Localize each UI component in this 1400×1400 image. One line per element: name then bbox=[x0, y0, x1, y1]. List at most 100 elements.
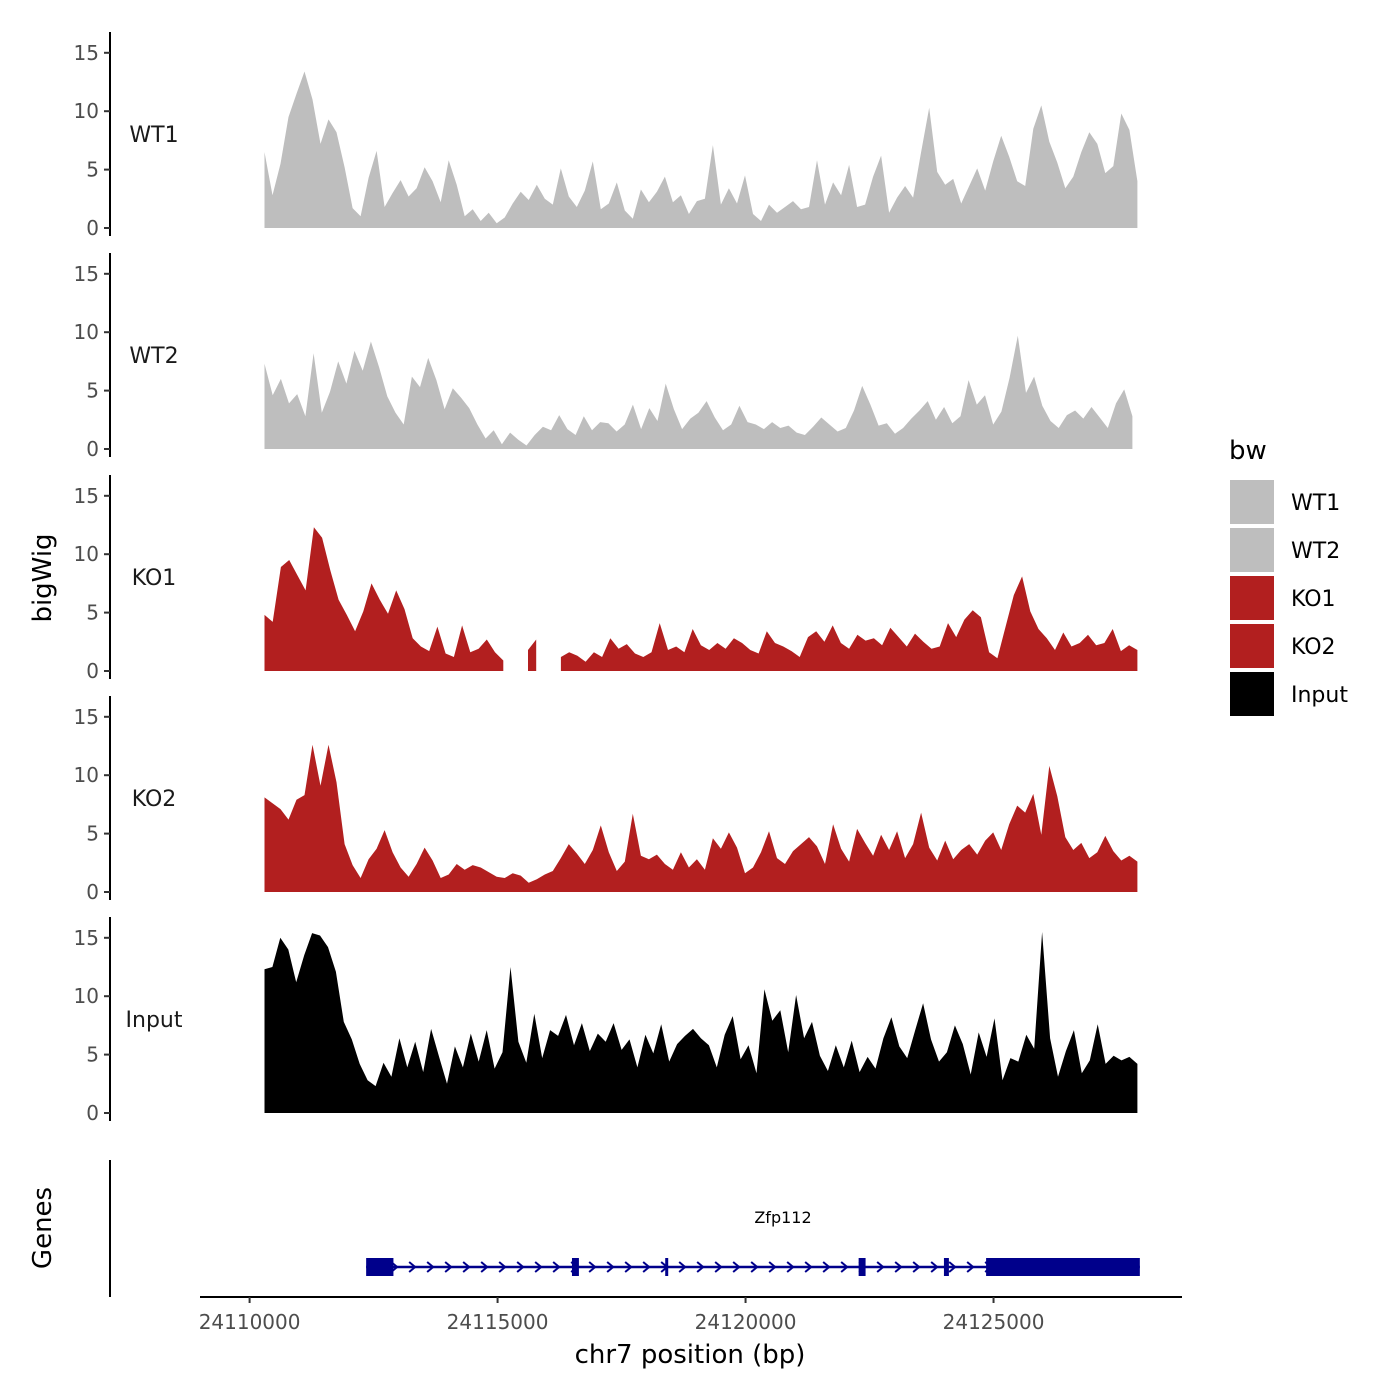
strand-chevron bbox=[804, 1261, 813, 1273]
track-KO1: 0 5 10 15 KO1 bbox=[74, 475, 1138, 683]
y-tick-label: 5 bbox=[86, 601, 99, 625]
y-tick-label: 0 bbox=[86, 659, 99, 683]
strand-chevron bbox=[930, 1261, 939, 1273]
legend-label: KO1 bbox=[1291, 587, 1336, 612]
legend-label: KO2 bbox=[1291, 635, 1336, 660]
area-KO1 bbox=[528, 639, 537, 671]
area-KO1 bbox=[264, 527, 504, 671]
strand-chevron bbox=[516, 1261, 525, 1273]
legend-item-Input: Input bbox=[1230, 672, 1348, 716]
area-WT1 bbox=[264, 71, 1138, 228]
legend-swatch bbox=[1230, 624, 1274, 668]
legend-item-WT1: WT1 bbox=[1230, 480, 1340, 524]
x-axis-title: chr7 position (bp) bbox=[575, 1340, 806, 1370]
track-Input: 0 5 10 15 Input bbox=[74, 917, 1138, 1125]
strand-chevron bbox=[840, 1261, 849, 1273]
genes-axis-title: Genes bbox=[28, 1187, 58, 1269]
y-tick-label: 0 bbox=[86, 1101, 99, 1125]
strand-chevron bbox=[714, 1261, 723, 1273]
x-tick-label: 24120000 bbox=[695, 1310, 797, 1334]
legend-swatch bbox=[1230, 480, 1274, 524]
strand-chevron bbox=[408, 1261, 417, 1273]
y-tick-label: 15 bbox=[74, 41, 99, 65]
legend-title: bw bbox=[1229, 436, 1267, 466]
strand-chevron bbox=[462, 1261, 471, 1273]
y-tick-label: 0 bbox=[86, 216, 99, 240]
gene-exon bbox=[366, 1258, 394, 1276]
legend-label: Input bbox=[1291, 683, 1348, 708]
strand-chevron bbox=[678, 1261, 687, 1273]
track-label: KO1 bbox=[132, 566, 177, 591]
track-label: KO2 bbox=[132, 787, 177, 812]
strand-chevron bbox=[894, 1261, 903, 1273]
strand-chevron bbox=[444, 1261, 453, 1273]
strand-chevron bbox=[912, 1261, 921, 1273]
y-tick-label: 10 bbox=[74, 320, 99, 344]
legend-swatch bbox=[1230, 576, 1274, 620]
strand-chevron bbox=[948, 1261, 957, 1273]
y-tick-label: 5 bbox=[86, 158, 99, 182]
y-tick-label: 15 bbox=[74, 926, 99, 950]
legend-item-KO2: KO2 bbox=[1230, 624, 1336, 668]
y-tick-label: 5 bbox=[86, 379, 99, 403]
strand-chevron bbox=[480, 1261, 489, 1273]
legend-swatch bbox=[1230, 672, 1274, 716]
y-tick-label: 5 bbox=[86, 822, 99, 846]
genes-panel: Genes Zfp112 bbox=[28, 1160, 1140, 1297]
gene-exon bbox=[943, 1258, 949, 1276]
gene-layer: Zfp112 bbox=[366, 1208, 1140, 1276]
strand-chevron bbox=[534, 1261, 543, 1273]
strand-chevron bbox=[696, 1261, 705, 1273]
strand-chevron bbox=[822, 1261, 831, 1273]
y-tick-label: 5 bbox=[86, 1043, 99, 1067]
legend-swatch bbox=[1230, 528, 1274, 572]
strand-chevron bbox=[606, 1261, 615, 1273]
strand-chevron bbox=[588, 1261, 597, 1273]
x-tick-label: 24125000 bbox=[943, 1310, 1045, 1334]
gene-exon bbox=[571, 1258, 579, 1276]
legend-item-KO1: KO1 bbox=[1230, 576, 1336, 620]
y-tick-label: 10 bbox=[74, 99, 99, 123]
y-tick-label: 10 bbox=[74, 542, 99, 566]
gene-exon bbox=[665, 1258, 669, 1276]
gene-Zfp112: Zfp112 bbox=[366, 1208, 1140, 1276]
legend-item-WT2: WT2 bbox=[1230, 528, 1340, 572]
track-WT1: 0 5 10 15 WT1 bbox=[74, 32, 1138, 240]
strand-chevron bbox=[750, 1261, 759, 1273]
strand-chevron bbox=[768, 1261, 777, 1273]
strand-chevron bbox=[966, 1261, 975, 1273]
strand-chevron bbox=[876, 1261, 885, 1273]
strand-chevron bbox=[642, 1261, 651, 1273]
tracks-layer: 0 5 10 15 WT1 0 5 10 15 WT2 0 5 10 15 KO1 0 5 10 15 KO2 0 5 10… bbox=[74, 32, 1138, 1125]
strand-chevron bbox=[498, 1261, 507, 1273]
x-tick-label: 24115000 bbox=[447, 1310, 549, 1334]
y-tick-label: 15 bbox=[74, 262, 99, 286]
y-tick-label: 10 bbox=[74, 984, 99, 1008]
y-tick-label: 15 bbox=[74, 705, 99, 729]
legend-label: WT1 bbox=[1291, 491, 1340, 516]
x-tick-label: 24110000 bbox=[199, 1310, 301, 1334]
y-axis-title: bigWig bbox=[28, 533, 58, 622]
legend: bw WT1 WT2 KO1 KO2 Input bbox=[1229, 436, 1348, 716]
legend-label: WT2 bbox=[1291, 539, 1340, 564]
strand-chevron bbox=[786, 1261, 795, 1273]
track-WT2: 0 5 10 15 WT2 bbox=[74, 253, 1133, 461]
strand-chevron bbox=[552, 1261, 561, 1273]
legend-items: WT1 WT2 KO1 KO2 Input bbox=[1230, 480, 1348, 716]
y-tick-label: 15 bbox=[74, 484, 99, 508]
x-axis: 24110000 24115000 24120000 24125000 chr7 po… bbox=[199, 1296, 1182, 1370]
track-KO2: 0 5 10 15 KO2 bbox=[74, 696, 1138, 904]
strand-chevron bbox=[426, 1261, 435, 1273]
track-label: WT2 bbox=[129, 344, 178, 369]
track-label: WT1 bbox=[129, 123, 178, 148]
area-KO2 bbox=[264, 744, 1138, 892]
track-label: Input bbox=[126, 1008, 183, 1033]
y-tick-label: 0 bbox=[86, 880, 99, 904]
area-WT2 bbox=[264, 335, 1133, 449]
area-Input bbox=[264, 932, 1138, 1113]
gene-exon bbox=[858, 1258, 866, 1276]
area-KO1 bbox=[560, 576, 1138, 671]
x-ticks: 24110000 24115000 24120000 24125000 bbox=[199, 1297, 1045, 1334]
gene-name-label: Zfp112 bbox=[754, 1208, 811, 1227]
